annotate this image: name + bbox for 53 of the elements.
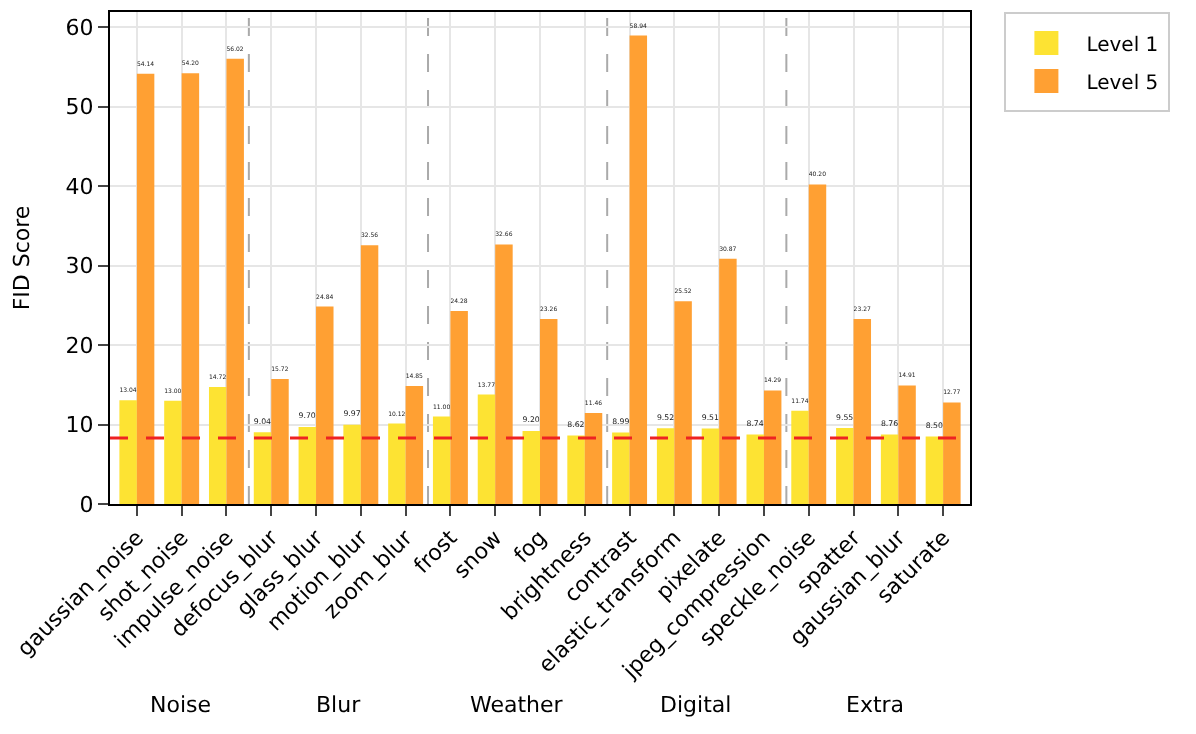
bar	[208, 387, 227, 504]
text: Blur	[316, 692, 362, 718]
bar	[656, 428, 675, 504]
bar	[746, 434, 764, 504]
bar	[925, 436, 944, 504]
bar	[432, 416, 451, 504]
bar	[898, 385, 916, 504]
bar	[388, 423, 406, 504]
bar	[360, 245, 379, 504]
legend-label: Level 1	[1086, 34, 1159, 57]
bar	[495, 244, 513, 504]
y-tick-label: 40	[65, 173, 94, 200]
bar	[119, 400, 137, 504]
bar	[164, 400, 182, 504]
bar	[808, 184, 827, 504]
bar	[791, 410, 809, 504]
text: Extra	[846, 692, 905, 718]
y-axis-title: FID Score	[8, 205, 35, 311]
y-tick-label: 20	[65, 332, 94, 359]
legend-label: Level 5	[1086, 72, 1159, 95]
bar	[226, 58, 244, 504]
bar	[343, 424, 361, 504]
y-tick-label: 10	[65, 412, 94, 439]
bar	[674, 301, 692, 504]
bar	[405, 385, 424, 504]
text: Weather	[470, 692, 564, 718]
bar	[316, 306, 334, 504]
bar	[836, 428, 854, 504]
bar	[719, 258, 737, 504]
bar	[612, 432, 630, 504]
bar	[880, 434, 899, 504]
bar	[181, 73, 200, 504]
y-tick-label: 50	[65, 94, 94, 121]
bar	[943, 402, 961, 504]
bar	[253, 432, 272, 504]
bar	[298, 426, 317, 504]
bar	[701, 428, 720, 504]
bar	[763, 390, 782, 504]
y-tick-label: 30	[65, 253, 94, 280]
bar	[853, 319, 872, 504]
bar	[136, 73, 155, 504]
bar	[584, 412, 603, 504]
bar	[450, 311, 468, 504]
bar	[271, 379, 289, 504]
bar	[477, 394, 496, 504]
y-tick-label: 60	[65, 14, 94, 41]
bar	[629, 35, 648, 504]
bar	[522, 430, 540, 504]
bar	[540, 319, 558, 504]
text: Digital	[660, 692, 732, 718]
bar	[567, 435, 585, 504]
text: Noise	[150, 692, 212, 718]
y-tick-label: 0	[79, 491, 94, 518]
